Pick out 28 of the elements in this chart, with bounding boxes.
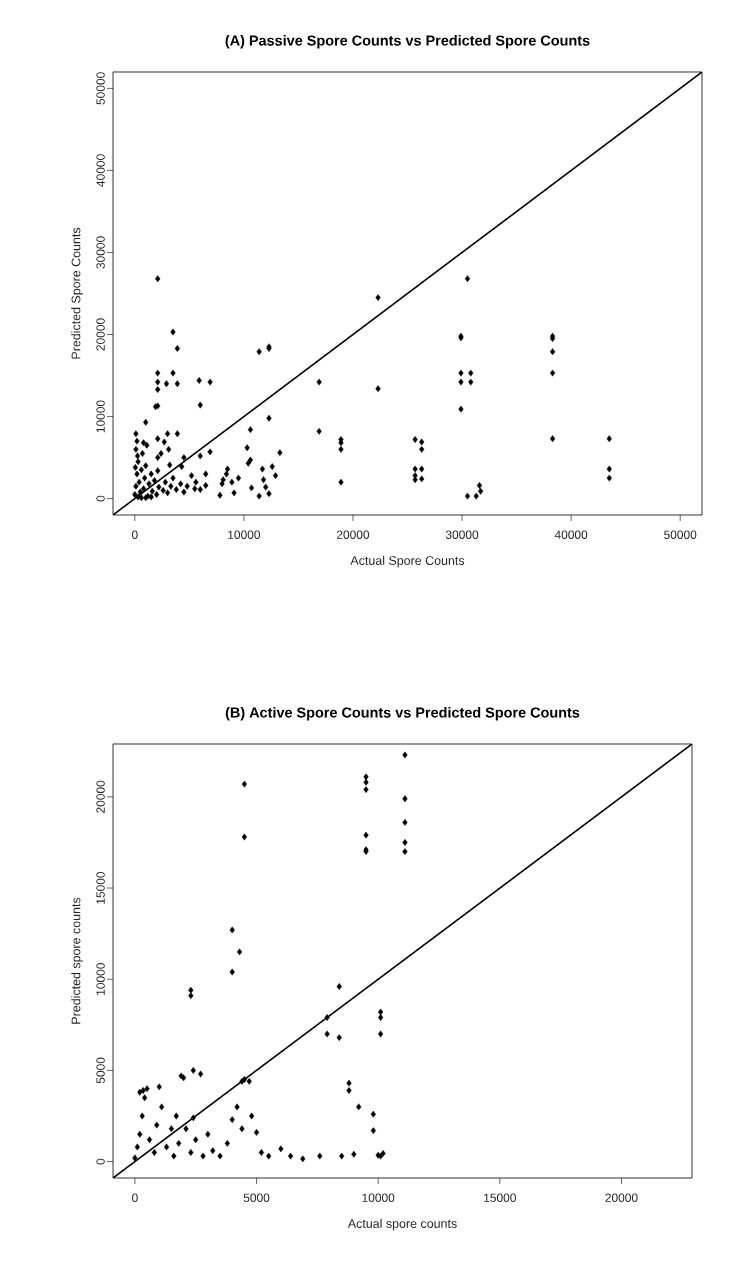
x-tick-label: 0: [131, 530, 138, 539]
y-tick-label: 10000: [96, 400, 105, 433]
y-tick-label: 0: [96, 495, 105, 502]
y-tick-label: 5000: [96, 1057, 105, 1084]
x-tick-label: 10000: [362, 1193, 395, 1202]
y-tick-label: 30000: [96, 236, 105, 269]
y-tick-label: 20000: [96, 780, 105, 813]
y-tick-label: 0: [96, 1158, 105, 1165]
x-tick-label: 10000: [228, 530, 261, 539]
x-tick-label: 20000: [605, 1193, 638, 1202]
y-tick-label: 40000: [96, 154, 105, 187]
x-tick-label: 50000: [664, 530, 697, 539]
y-tick-label: 10000: [96, 963, 105, 995]
y-tick-label: 20000: [96, 318, 105, 351]
x-tick-label: 0: [132, 1193, 138, 1202]
x-tick-label: 15000: [484, 1193, 516, 1202]
x-tick-label: 20000: [336, 530, 370, 539]
x-tick-label: 5000: [243, 1193, 270, 1202]
x-tick-label: 30000: [445, 530, 479, 539]
x-tick-label: 40000: [554, 530, 588, 539]
x-axis-title: Actual Spore Counts: [350, 555, 465, 568]
y-axis-title: Predicted spore counts: [71, 897, 83, 1024]
chart-title: (A) Passive Spore Counts vs Predicted Spore Counts: [225, 35, 590, 49]
y-tick-label: 50000: [96, 72, 105, 105]
y-tick-label: 15000: [96, 871, 105, 904]
y-axis-title: Predicted Spore Counts: [71, 227, 83, 359]
x-axis-title: Actual spore counts: [347, 1218, 457, 1231]
chart-title: (B) Active Spore Counts vs Predicted Spore Counts: [225, 707, 580, 721]
